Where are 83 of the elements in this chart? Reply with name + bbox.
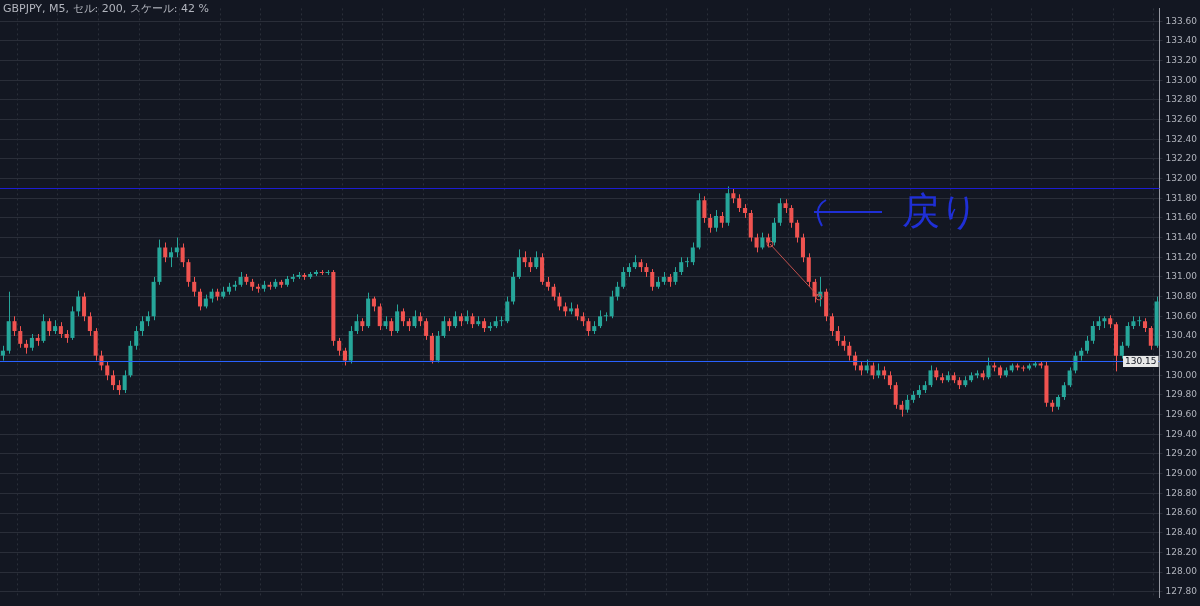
candlestick bbox=[105, 361, 110, 381]
y-tick-label: 127.80 bbox=[1165, 586, 1198, 597]
y-tick-label: 131.20 bbox=[1165, 251, 1198, 262]
candlestick bbox=[754, 233, 759, 253]
y-tick-label: 132.60 bbox=[1165, 113, 1198, 124]
candlestick bbox=[82, 292, 87, 322]
candlestick bbox=[713, 209, 719, 233]
candlestick bbox=[41, 313, 46, 344]
candlestick bbox=[169, 246, 174, 268]
candlestick bbox=[829, 312, 834, 337]
y-tick-label: 128.20 bbox=[1165, 546, 1198, 557]
candlestick bbox=[777, 197, 782, 227]
candlestick bbox=[928, 364, 933, 388]
candlestick bbox=[621, 266, 626, 290]
y-tick-label: 133.00 bbox=[1165, 74, 1198, 85]
y-tick-label: 129.00 bbox=[1165, 468, 1198, 479]
y-tick-label: 129.40 bbox=[1165, 428, 1198, 439]
candlestick bbox=[12, 315, 17, 337]
candlestick bbox=[789, 204, 794, 229]
y-tick-label: 130.00 bbox=[1165, 369, 1198, 380]
candlestick bbox=[771, 217, 776, 246]
candlestick bbox=[702, 195, 707, 224]
candlestick bbox=[795, 219, 800, 244]
candlestick bbox=[708, 213, 713, 234]
candlestick bbox=[186, 258, 191, 288]
candlestick bbox=[163, 242, 168, 263]
y-tick-label: 128.00 bbox=[1165, 566, 1198, 577]
candlestick bbox=[615, 281, 620, 302]
y-tick-label: 131.00 bbox=[1165, 271, 1198, 282]
candlestick bbox=[395, 303, 400, 334]
candlestick bbox=[111, 369, 116, 391]
candlestick bbox=[18, 325, 23, 349]
y-tick-label: 129.80 bbox=[1165, 389, 1198, 400]
candlestick bbox=[516, 248, 521, 280]
candlestick bbox=[609, 290, 614, 319]
candlestick bbox=[424, 317, 429, 341]
y-tick-label: 128.40 bbox=[1165, 527, 1198, 538]
annotation: 戻り bbox=[902, 189, 979, 233]
candlestick bbox=[197, 288, 203, 311]
y-tick-label: 129.20 bbox=[1165, 448, 1198, 459]
y-tick-label: 131.80 bbox=[1165, 192, 1198, 203]
y-tick-label: 133.60 bbox=[1165, 15, 1198, 26]
candlestick bbox=[690, 242, 695, 266]
ref-line-label: 130.15 bbox=[1125, 355, 1157, 366]
candlestick bbox=[354, 313, 359, 335]
candlestick bbox=[986, 357, 991, 380]
candlestick bbox=[441, 315, 446, 339]
y-tick-label: 130.60 bbox=[1165, 310, 1198, 321]
y-tick-label: 133.20 bbox=[1165, 54, 1198, 65]
y-tick-label: 130.40 bbox=[1165, 330, 1198, 341]
y-tick-label: 129.60 bbox=[1165, 408, 1198, 419]
candlestick bbox=[1125, 321, 1130, 349]
y-tick-label: 128.80 bbox=[1165, 487, 1198, 498]
y-tick-label: 132.20 bbox=[1165, 153, 1198, 164]
y-tick-label: 132.80 bbox=[1165, 94, 1198, 105]
y-tick-label: 131.40 bbox=[1165, 231, 1198, 242]
y-tick-label: 130.20 bbox=[1165, 349, 1198, 360]
y-tick-label: 132.00 bbox=[1165, 172, 1198, 183]
candlestick bbox=[1090, 320, 1095, 345]
candlestick bbox=[835, 325, 840, 347]
candlestick bbox=[87, 311, 92, 337]
y-tick-label: 131.60 bbox=[1165, 212, 1198, 223]
candlestick bbox=[1148, 325, 1153, 351]
y-tick-label: 130.80 bbox=[1165, 290, 1198, 301]
y-tick-label: 128.60 bbox=[1165, 507, 1198, 518]
candlestick bbox=[1137, 315, 1142, 327]
candlestick bbox=[847, 341, 852, 362]
y-tick-label: 132.40 bbox=[1165, 133, 1198, 144]
candlestick bbox=[1067, 366, 1072, 388]
candlestick bbox=[122, 369, 127, 394]
y-tick-label: 133.40 bbox=[1165, 35, 1198, 46]
candlestick bbox=[684, 256, 690, 268]
candlestick bbox=[650, 268, 655, 292]
candlestick bbox=[893, 381, 898, 410]
candlestick bbox=[76, 290, 81, 317]
candlestick bbox=[800, 233, 805, 263]
candlestick bbox=[192, 276, 197, 298]
candlestick bbox=[174, 237, 179, 258]
candlestick bbox=[134, 325, 139, 351]
chart-title: GBPJPY, M5, セル: 200, スケール: 42 % bbox=[3, 1, 209, 16]
candlestick bbox=[140, 315, 145, 337]
candlestick bbox=[377, 302, 382, 331]
candlestick bbox=[180, 242, 185, 268]
